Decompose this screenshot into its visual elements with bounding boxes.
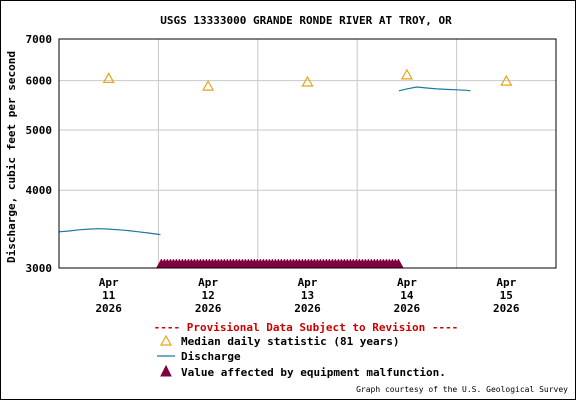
x-tick-day: 14 [400,289,414,302]
x-tick-year: 2026 [493,302,520,315]
median-markers [102,68,513,91]
y-tick-label: 4000 [26,184,53,197]
x-tick-month: Apr [298,276,318,289]
discharge-series [58,86,471,236]
discharge-line-segment [398,86,471,92]
x-tick-year: 2026 [195,302,222,315]
legend-median-label: Median daily statistic (81 years) [181,335,400,348]
plot-border [58,38,557,269]
x-tick-year: 2026 [95,302,122,315]
median-marker [202,79,215,91]
median-marker [500,74,513,86]
median-marker [301,75,314,87]
x-tick-year: 2026 [394,302,421,315]
x-tick-month: Apr [397,276,417,289]
x-tick-month: Apr [198,276,218,289]
courtesy-note: Graph courtesy of the U.S. Geological Su… [356,385,568,394]
y-tick-label: 6000 [26,75,53,88]
x-tick-day: 12 [201,289,214,302]
legend-median-triangle-icon [159,334,173,346]
y-axis-label: Discharge, cubic feet per second [5,51,18,263]
median-marker [400,68,413,80]
y-tick-label: 7000 [26,33,53,46]
provisional-notice: ---- Provisional Data Subject to Revisio… [154,321,459,334]
median-marker [102,72,115,84]
y-tick-labels: 3000 4000 5000 6000 7000 [26,33,53,275]
x-tick-year: 2026 [294,302,321,315]
x-tick-month: Apr [99,276,119,289]
legend-discharge-label: Discharge [181,350,241,363]
y-tick-label: 3000 [26,262,53,275]
plot-area [58,38,557,269]
discharge-line-segment [58,228,161,236]
x-tick-day: 13 [301,289,314,302]
x-tick-day: 15 [500,289,513,302]
legend-malfunction-label: Value affected by equipment malfunction. [181,366,446,379]
x-tick-labels: Apr112026Apr122026Apr132026Apr142026Apr1… [95,276,519,315]
x-tick-month: Apr [496,276,516,289]
y-tick-label: 5000 [26,124,53,137]
legend-malfunction-triangle-icon [160,364,172,377]
x-tick-day: 11 [102,289,116,302]
chart-title: USGS 13333000 GRANDE RONDE RIVER AT TROY… [160,14,452,27]
